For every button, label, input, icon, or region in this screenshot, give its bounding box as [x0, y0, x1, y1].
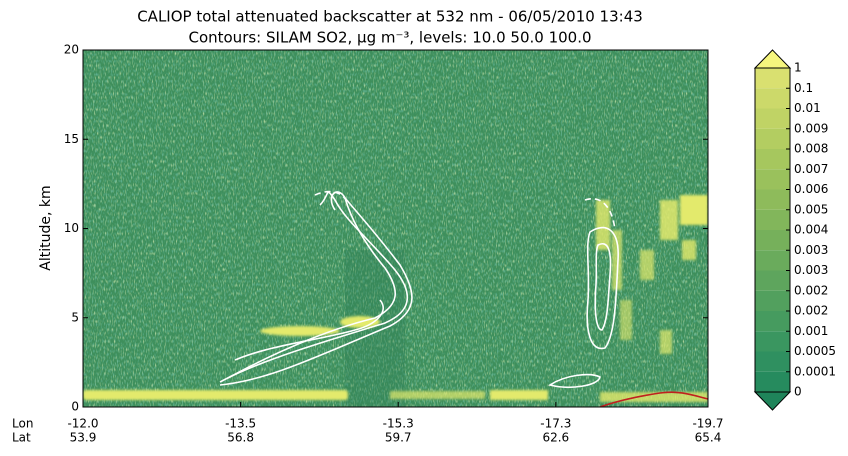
colorbar-label: 0.008 — [794, 142, 828, 156]
x-tick-label-lat: 62.6 — [542, 431, 569, 445]
colorbar-segment — [755, 149, 790, 170]
colorbar-label: 0.1 — [794, 81, 813, 95]
colorbar-label: 0.007 — [794, 162, 828, 176]
colorbar-label: 0.01 — [794, 101, 821, 115]
colorbar-segment — [755, 311, 790, 332]
x-tick-label-lat: 53.9 — [70, 431, 97, 445]
colorbar-label: 1 — [794, 61, 802, 75]
lon-label: Lon — [12, 417, 33, 431]
y-tick-label: 15 — [64, 132, 79, 146]
chart-title: CALIOP total attenuated backscatter at 5… — [137, 8, 643, 26]
lat-label: Lat — [12, 431, 31, 445]
colorbar-label: 0.002 — [794, 283, 828, 297]
colorbar-segment — [755, 128, 790, 149]
colorbar-segment — [755, 108, 790, 129]
colorbar-label: 0.003 — [794, 243, 828, 257]
colorbar-label: 0.009 — [794, 121, 828, 135]
colorbar-label: 0.0005 — [794, 344, 836, 358]
colorbar-label: 0.006 — [794, 182, 828, 196]
colorbar-segment — [755, 88, 790, 109]
x-tick-label-lon: -17.3 — [540, 417, 571, 431]
colorbar-label: 0.001 — [794, 324, 828, 338]
chart-subtitle: Contours: SILAM SO2, μg m⁻³, levels: 10.… — [188, 29, 591, 47]
colorbar-label: 0.005 — [794, 202, 828, 216]
colorbar-segment — [755, 270, 790, 291]
colorbar-segment — [755, 209, 790, 230]
colorbar-segment — [755, 169, 790, 190]
x-tick-label-lon: -15.3 — [383, 417, 414, 431]
x-tick-label-lat: 56.8 — [227, 431, 254, 445]
colorbar-extend-top — [753, 49, 792, 69]
y-tick-label: 10 — [64, 221, 79, 235]
colorbar-segment — [755, 68, 790, 89]
y-tick-label: 5 — [71, 310, 79, 324]
colorbar-label: 0.002 — [794, 304, 828, 318]
colorbar-segment — [755, 331, 790, 352]
x-tick-label-lon: -12.0 — [67, 417, 98, 431]
colorbar-label: 0 — [794, 385, 802, 399]
y-tick-label: 0 — [71, 400, 79, 414]
colorbar-segment — [755, 351, 790, 372]
so2-contours — [219, 190, 619, 388]
colorbar-segment — [755, 371, 790, 392]
y-axis-label: Altitude, km — [38, 185, 54, 270]
x-tick-label-lon: -13.5 — [225, 417, 256, 431]
colorbar-segment — [755, 290, 790, 311]
x-tick-label-lat: 59.7 — [385, 431, 412, 445]
colorbar-segment — [755, 189, 790, 210]
colorbar-extend-bottom — [753, 391, 792, 411]
colorbar-label: 0.003 — [794, 263, 828, 277]
x-tick-label-lon: -19.7 — [692, 417, 723, 431]
colorbar-label: 0.0001 — [794, 364, 836, 378]
colorbar-segment — [755, 230, 790, 251]
backscatter-image — [83, 50, 708, 407]
x-tick-label-lat: 65.4 — [695, 431, 722, 445]
colorbar-segment — [755, 250, 790, 271]
y-tick-label: 20 — [64, 43, 79, 57]
colorbar-label: 0.004 — [794, 223, 828, 237]
